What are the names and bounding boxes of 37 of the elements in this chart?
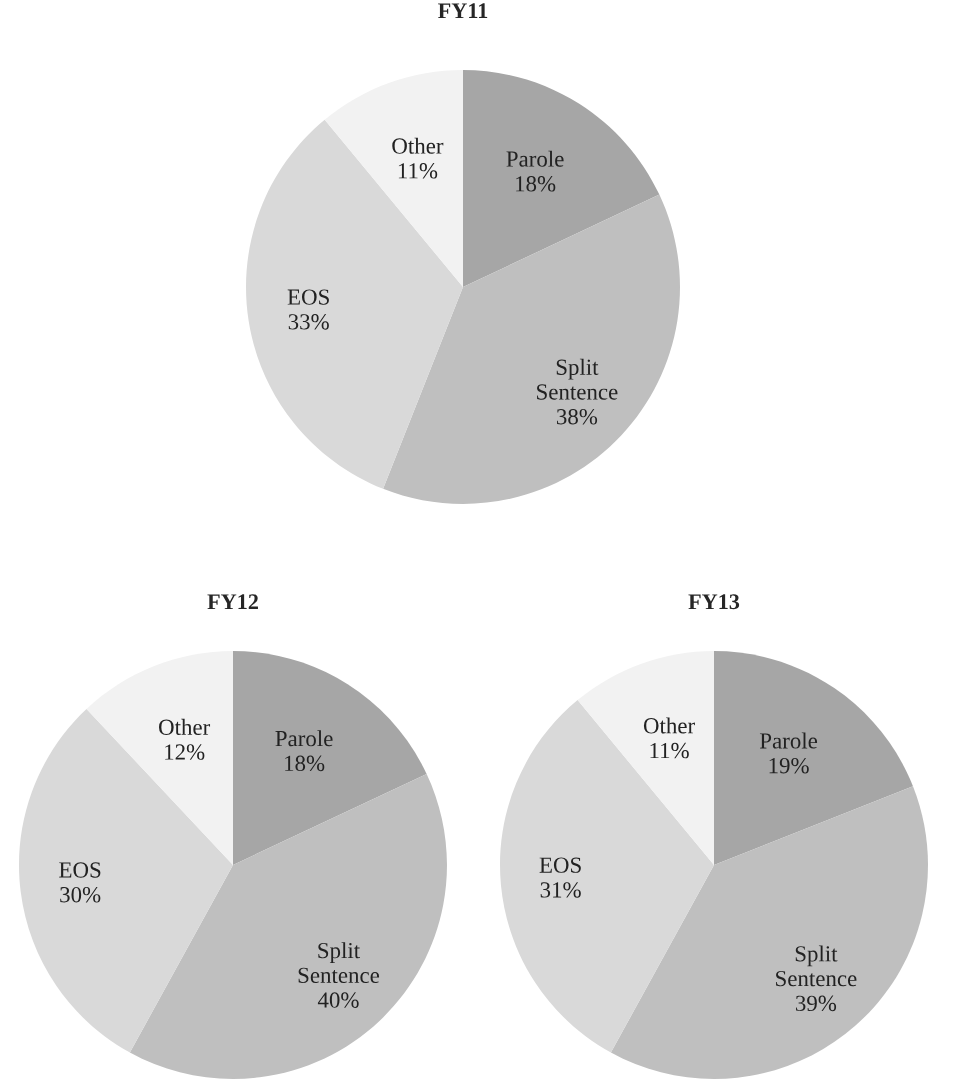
slice-label: EOS <box>59 862 101 878</box>
chart-title: FY13 <box>688 594 740 610</box>
slice-label: Parole <box>275 730 333 747</box>
pie-slice <box>246 119 463 489</box>
pie-slice <box>324 70 463 287</box>
pie-slice <box>233 651 427 865</box>
data-label: 38% <box>556 408 598 425</box>
data-label: 18% <box>516 176 556 192</box>
data-label: 39% <box>795 995 837 1012</box>
data-label: 30% <box>60 886 101 903</box>
slice-label: Split Sentence <box>776 945 857 987</box>
chart-title: FY12 <box>207 594 258 609</box>
pie-slice <box>19 709 233 1053</box>
chart-title: FY11 <box>438 3 488 18</box>
slice-label: Other <box>643 717 695 734</box>
data-label: 12% <box>165 744 205 760</box>
data-label: 11% <box>398 163 438 179</box>
pie-slice <box>610 786 928 1079</box>
pie-slice <box>383 194 680 504</box>
slice-label: Other <box>159 718 211 735</box>
pie-slice <box>463 70 660 287</box>
data-label: 31% <box>540 882 581 898</box>
pie-slice <box>714 651 913 865</box>
pie-slice <box>129 773 447 1079</box>
slice-label: Split Sentence <box>537 358 618 400</box>
data-label: 11% <box>650 742 689 759</box>
slice-label: Parole <box>759 732 818 749</box>
data-label: 33% <box>288 314 329 330</box>
slice-label: Parole <box>506 150 564 167</box>
data-label: 40% <box>317 992 359 1008</box>
slice-label: Split Sentence <box>298 942 380 984</box>
pie-slice <box>500 700 714 1053</box>
slice-label: EOS <box>539 857 581 873</box>
slice-label: EOS <box>287 289 329 305</box>
slice-label: Other <box>392 137 444 154</box>
data-label: 18% <box>285 755 325 772</box>
data-label: 19% <box>769 757 809 774</box>
